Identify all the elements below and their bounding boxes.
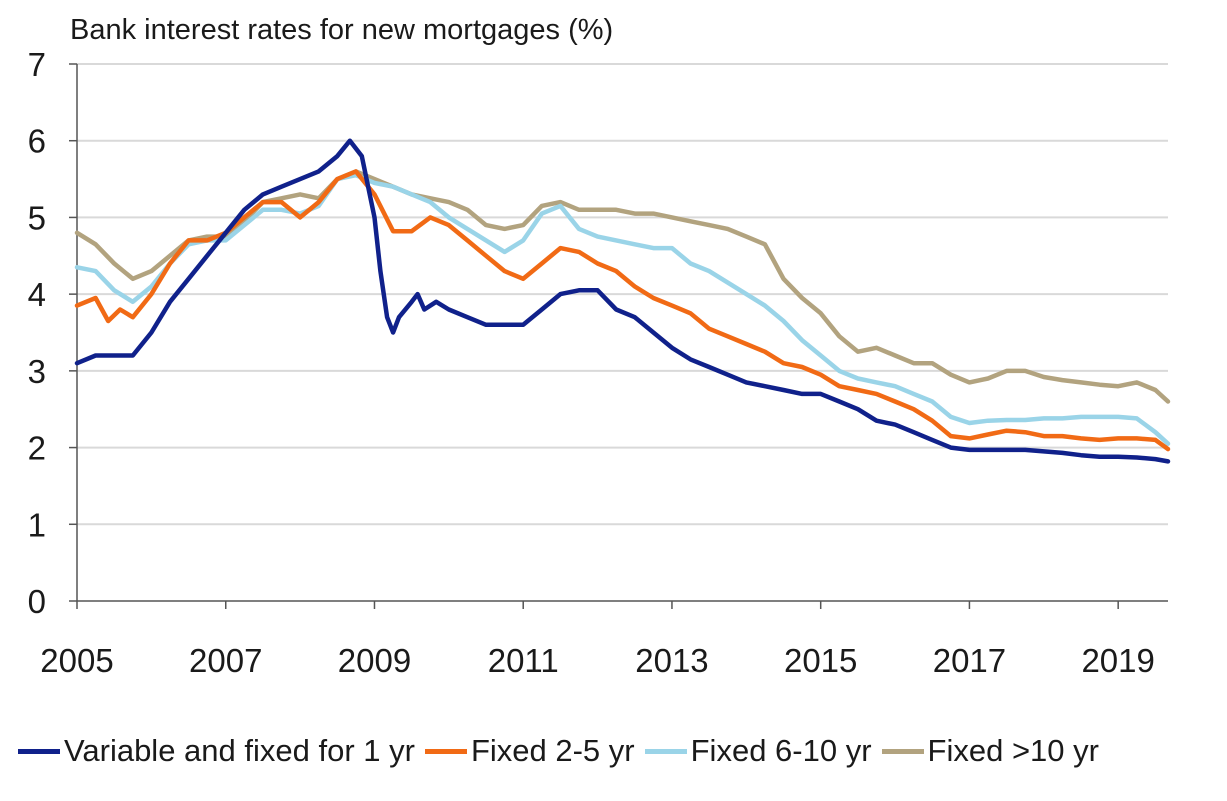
legend-item-2: Fixed 2-5 yr <box>424 733 635 769</box>
y-axis-tick-labels: 0 1 2 3 4 5 6 7 <box>28 46 46 620</box>
x-tick-label: 2009 <box>338 642 411 679</box>
x-tick-label: 2019 <box>1081 642 1154 679</box>
gridlines <box>77 63 1168 526</box>
x-axis-tick-labels: 2005 2007 2009 2011 2013 2015 2017 2019 <box>40 642 1155 679</box>
y-tick-label: 4 <box>28 276 46 313</box>
y-tick-label: 6 <box>28 123 46 160</box>
legend-swatch <box>18 748 60 754</box>
y-tick-label: 3 <box>28 353 46 390</box>
x-tick-label: 2005 <box>40 642 113 679</box>
series-line-4 <box>74 169 1171 404</box>
y-tick-label: 5 <box>28 199 46 236</box>
legend-label: Variable and fixed for 1 yr <box>64 733 415 768</box>
legend-swatch <box>424 748 467 754</box>
legend-item-4: Fixed >10 yr <box>881 733 1099 769</box>
legend: Variable and fixed for 1 yr Fixed 2-5 yr F… <box>18 728 1109 774</box>
legend-label: Fixed 2-5 yr <box>470 733 635 768</box>
series-line-3 <box>74 172 1171 446</box>
x-tick-label: 2015 <box>784 642 857 679</box>
chart-title: Bank interest rates for new mortgages (%… <box>70 14 614 46</box>
x-tick-label: 2017 <box>933 642 1006 679</box>
legend-label: Fixed 6-10 yr <box>690 733 872 768</box>
series-lines <box>74 138 1171 464</box>
axes <box>69 63 1168 609</box>
legend-swatch <box>644 748 687 754</box>
y-tick-label: 7 <box>28 46 46 83</box>
legend-item-3: Fixed 6-10 yr <box>644 733 872 769</box>
series-line-2 <box>74 169 1171 452</box>
y-tick-label: 1 <box>28 506 46 543</box>
y-tick-label: 0 <box>28 583 46 620</box>
y-tick-label: 2 <box>28 430 46 467</box>
x-tick-label: 2011 <box>488 642 559 679</box>
legend-swatch <box>881 748 924 754</box>
legend-item-1: Variable and fixed for 1 yr <box>18 733 415 769</box>
x-tick-label: 2007 <box>189 642 262 679</box>
series-line-1 <box>74 138 1171 464</box>
legend-label: Fixed >10 yr <box>927 733 1099 768</box>
x-tick-label: 2013 <box>635 642 708 679</box>
